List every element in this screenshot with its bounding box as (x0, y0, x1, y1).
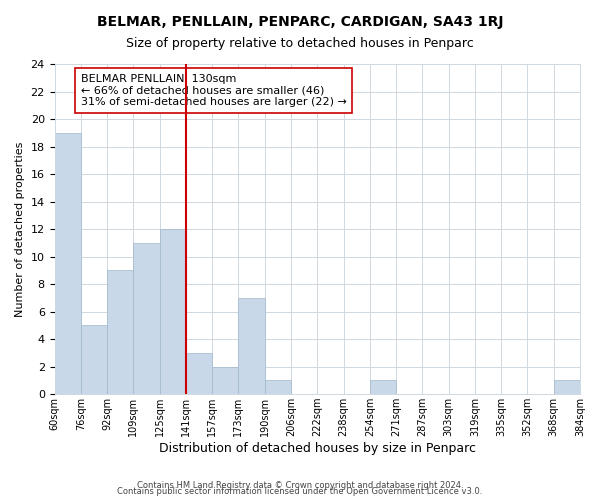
Bar (186, 353, 212, 394)
Text: BELMAR PENLLAIN: 130sqm
← 66% of detached houses are smaller (46)
31% of semi-de: BELMAR PENLLAIN: 130sqm ← 66% of detache… (81, 74, 347, 107)
Bar (133, 243, 160, 394)
Bar (107, 270, 133, 394)
Bar (554, 380, 580, 394)
Bar (238, 298, 265, 394)
Bar (55, 133, 81, 394)
Bar (212, 366, 238, 394)
Bar (370, 380, 396, 394)
Text: Contains HM Land Registry data © Crown copyright and database right 2024.: Contains HM Land Registry data © Crown c… (137, 481, 463, 490)
Text: Size of property relative to detached houses in Penparc: Size of property relative to detached ho… (126, 38, 474, 51)
Bar (81, 326, 107, 394)
Bar (160, 229, 186, 394)
Text: Contains public sector information licensed under the Open Government Licence v3: Contains public sector information licen… (118, 488, 482, 496)
X-axis label: Distribution of detached houses by size in Penparc: Distribution of detached houses by size … (159, 442, 476, 455)
Text: BELMAR, PENLLAIN, PENPARC, CARDIGAN, SA43 1RJ: BELMAR, PENLLAIN, PENPARC, CARDIGAN, SA4… (97, 15, 503, 29)
Bar (265, 380, 291, 394)
Y-axis label: Number of detached properties: Number of detached properties (15, 142, 25, 317)
